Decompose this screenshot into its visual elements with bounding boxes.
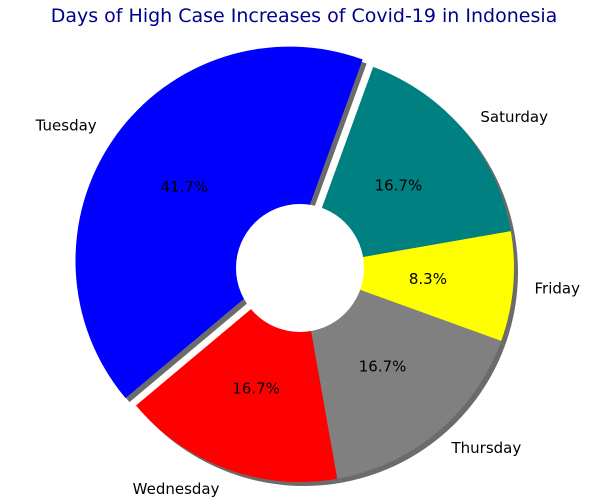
percent-label-saturday: 16.7% [375,177,423,195]
category-label-wednesday: Wednesday [133,480,220,498]
category-label-tuesday: Tuesday [35,117,97,135]
slice-tuesday [75,46,363,399]
percent-label-thursday: 16.7% [359,357,407,375]
category-label-friday: Friday [535,280,581,298]
donut-hole [236,204,364,332]
slice-saturday [300,66,511,268]
percent-label-wednesday: 16.7% [232,380,280,398]
slice-friday [300,231,515,341]
category-label-saturday: Saturday [480,108,548,126]
pie-slices [75,46,515,483]
percent-label-tuesday: 41.7% [160,178,208,196]
percent-labels: 41.7% 16.7% 16.7% 8.3% 16.7% [160,177,446,398]
category-labels: Tuesday Wednesday Thursday Friday Saturday [35,108,580,498]
percent-label-friday: 8.3% [409,270,447,288]
chart-title: Days of High Case Increases of Covid-19 … [51,5,558,27]
slice-thursday [300,268,502,479]
category-label-thursday: Thursday [451,439,522,457]
